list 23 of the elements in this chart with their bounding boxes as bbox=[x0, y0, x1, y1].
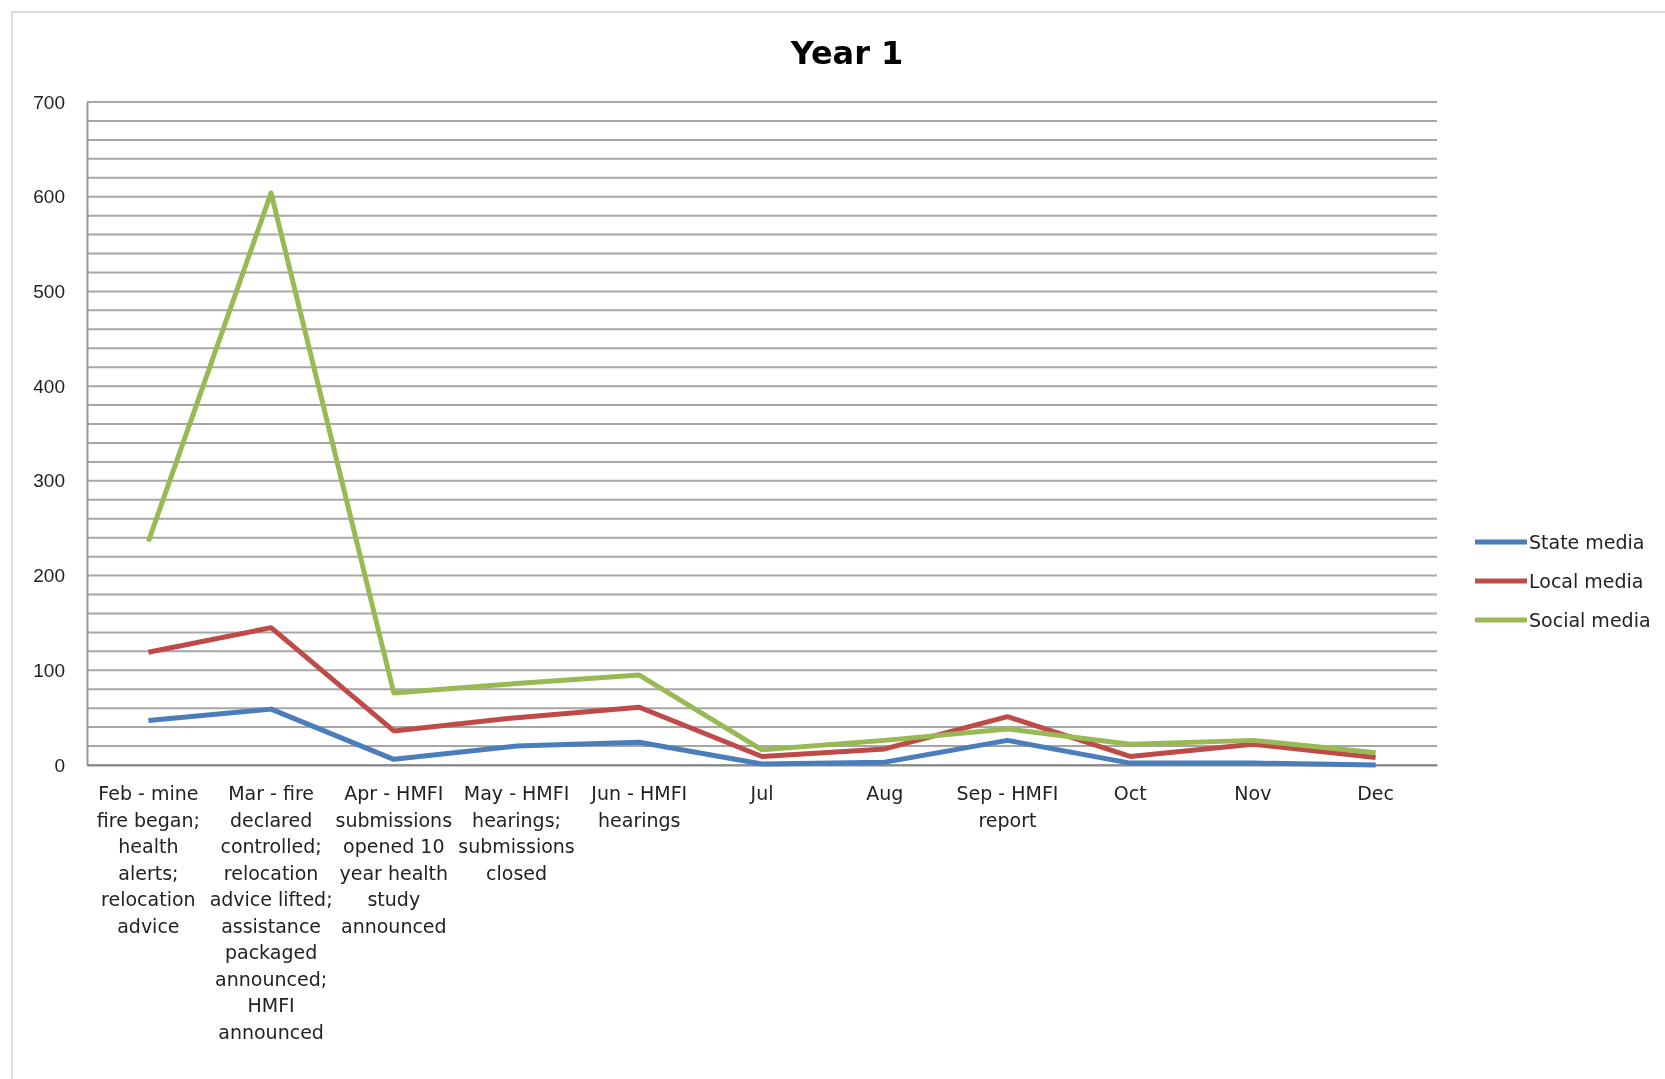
category-label: Mar - fire declared controlled; relocation advice lifted; assistance packaged announced; HMFI announced bbox=[209, 782, 333, 1043]
y-tick-label: 100 bbox=[33, 659, 65, 681]
x-tick-label: Nov bbox=[1234, 782, 1272, 804]
x-tick-label: Sep - HMFI report bbox=[956, 782, 1059, 831]
legend-label: State media bbox=[1529, 531, 1645, 553]
x-tick-label: Dec bbox=[1357, 782, 1395, 804]
x-tick-label: Feb - mine fire began; health alerts; relocation advice bbox=[96, 782, 200, 937]
x-tick-label: Jun - HMFI hearings bbox=[590, 782, 688, 831]
legend-label: Local media bbox=[1529, 570, 1644, 592]
x-tick-label: Oct bbox=[1113, 782, 1147, 804]
legend-label: Social media bbox=[1529, 609, 1651, 631]
x-tick-label: Jul bbox=[749, 782, 774, 804]
y-tick-label: 400 bbox=[33, 375, 65, 397]
chart-title: Year 1 bbox=[789, 34, 904, 72]
x-tick-label: Aug bbox=[866, 782, 904, 804]
y-tick-label: 600 bbox=[33, 186, 65, 208]
y-tick-label: 200 bbox=[33, 565, 65, 587]
x-tick-label: May - HMFI hearings; submissions closed bbox=[458, 782, 575, 884]
y-tick-label: 500 bbox=[33, 281, 65, 303]
x-tick-label: Apr - HMFI submissions opened 10 year health study announced bbox=[335, 782, 453, 937]
y-tick-label: 0 bbox=[54, 754, 65, 776]
y-tick-label: 300 bbox=[33, 470, 65, 492]
y-tick-label: 700 bbox=[33, 91, 65, 113]
